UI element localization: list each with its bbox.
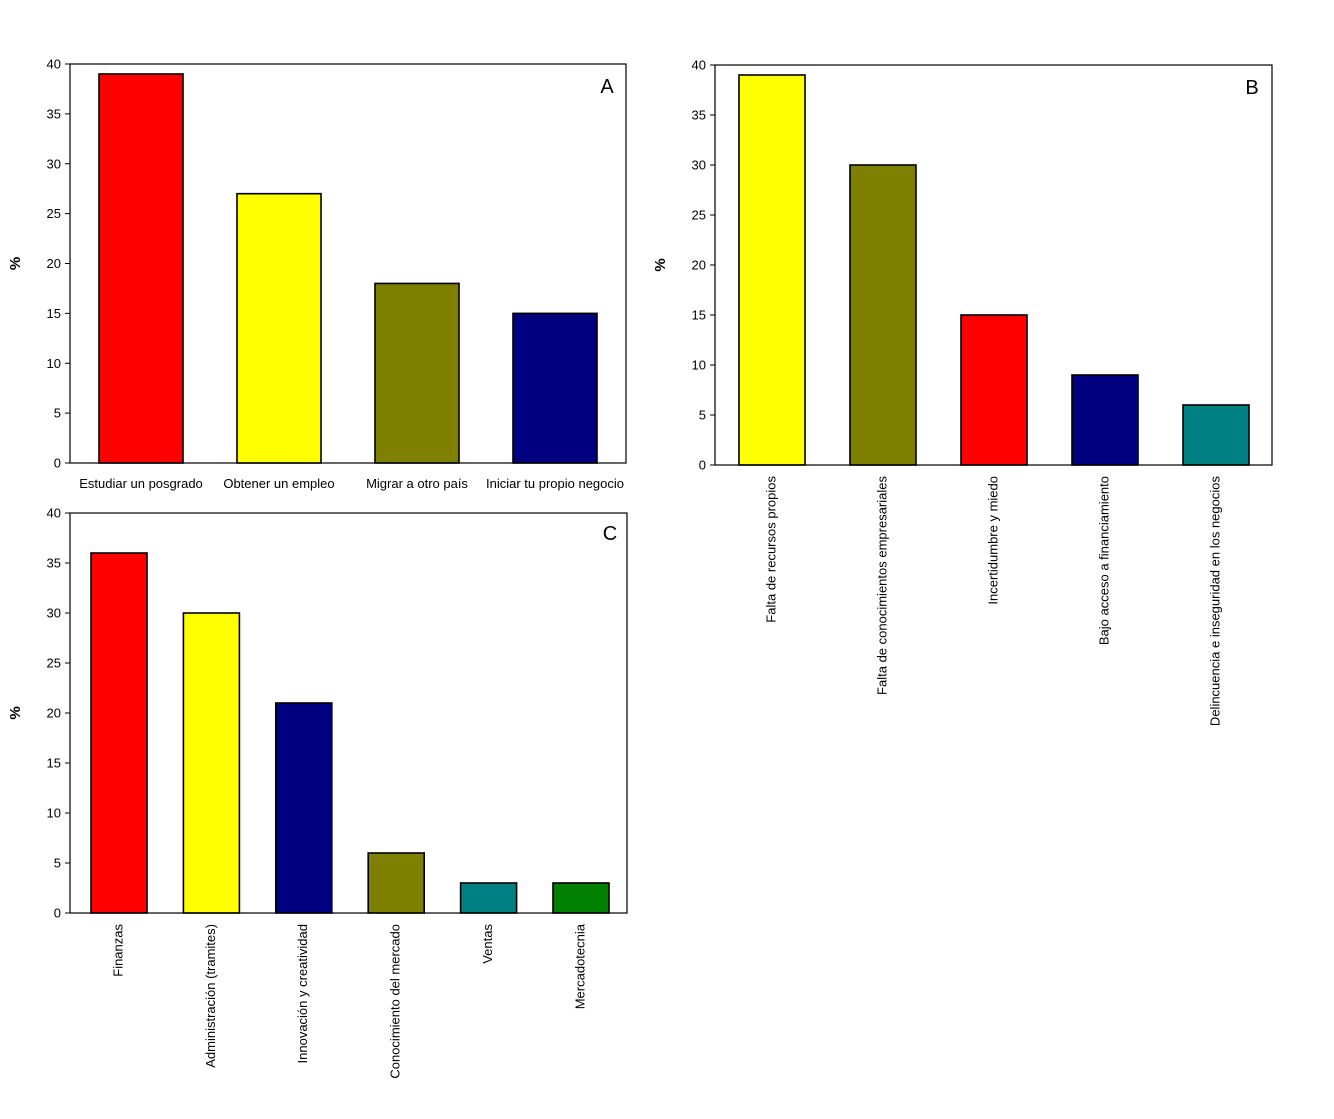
panel-letter: A <box>600 76 614 98</box>
y-tick-label: 30 <box>692 158 706 173</box>
bar-2 <box>182 612 241 914</box>
chart-panel-b: 0 5 10 15 20 25 30 35 40% B Falta de recursos prop… <box>652 58 1273 727</box>
bar-3 <box>960 314 1028 466</box>
x-category-label: Mercadotecnia <box>572 923 587 1009</box>
y-tick-label: 15 <box>47 306 61 321</box>
x-category-label: Ventas <box>480 924 495 964</box>
chart-panel-a: 0 5 10 15 20 25 30 35 40% A Estudiar un posgrado Ob… <box>7 57 627 491</box>
y-axis-label: % <box>7 257 24 270</box>
y-tick-label: 25 <box>47 656 61 671</box>
x-category-label: Iniciar tu propio negocio <box>486 476 624 491</box>
y-tick-label: 40 <box>47 57 61 72</box>
y-tick-label: 0 <box>699 458 706 473</box>
y-tick-label: 40 <box>692 58 706 73</box>
y-tick-label: 20 <box>692 258 706 273</box>
bar-4 <box>367 852 426 914</box>
y-tick-label: 5 <box>54 856 61 871</box>
x-category-label: Falta de conocimientos empresariales <box>874 476 889 695</box>
y-tick-label: 25 <box>47 206 61 221</box>
x-category-label: Innovación y creatividad <box>295 924 310 1063</box>
y-axis-label: % <box>7 706 24 719</box>
x-category-label: Delincuencia e inseguridad en los negoci… <box>1207 476 1222 727</box>
panel-letter: C <box>603 523 617 545</box>
bar-4 <box>512 312 598 464</box>
y-tick-label: 5 <box>699 408 706 423</box>
y-tick-label: 35 <box>692 108 706 123</box>
bar-3 <box>374 282 460 464</box>
bar-1 <box>90 552 148 914</box>
x-category-label: Administración (tramites) <box>203 924 218 1068</box>
panel-letter: B <box>1245 77 1258 99</box>
x-category-label: Conocimiento del mercado <box>388 924 403 1079</box>
bar-2 <box>849 164 917 466</box>
y-tick-label: 5 <box>54 406 61 421</box>
y-tick-label: 0 <box>54 906 61 921</box>
bar-1 <box>738 74 806 466</box>
y-tick-label: 10 <box>692 358 706 373</box>
bar-5 <box>459 882 518 914</box>
x-category-label: Migrar a otro país <box>366 476 468 491</box>
y-tick-label: 10 <box>47 356 61 371</box>
plot-frame <box>69 512 628 914</box>
bar-1 <box>98 73 184 464</box>
bar-4 <box>1071 374 1139 466</box>
y-tick-label: 35 <box>47 106 61 121</box>
y-tick-label: 20 <box>47 706 61 721</box>
x-category-label: Obtener un empleo <box>223 476 334 491</box>
x-category-label: Finanzas <box>110 924 125 977</box>
y-tick-label: 0 <box>54 456 61 471</box>
bar-6 <box>552 882 610 914</box>
bar-2 <box>236 192 322 464</box>
bar-3 <box>274 702 333 914</box>
y-axis-label: % <box>652 258 669 271</box>
y-tick-label: 30 <box>47 606 61 621</box>
bar-5 <box>1182 404 1250 466</box>
y-tick-label: 40 <box>47 506 61 521</box>
y-tick-label: 15 <box>47 756 61 771</box>
x-category-label: Estudiar un posgrado <box>79 476 203 491</box>
y-tick-label: 35 <box>47 556 61 571</box>
y-tick-label: 10 <box>47 806 61 821</box>
x-category-label: Bajo acceso a financiamiento <box>1096 476 1111 645</box>
y-tick-label: 15 <box>692 308 706 323</box>
y-tick-label: 20 <box>47 256 61 271</box>
chart-panel-c: 0 5 10 15 20 25 30 35 40% C Finanzas Administración… <box>7 506 628 1079</box>
x-category-label: Incertidumbre y miedo <box>985 476 1000 605</box>
x-category-label: Falta de recursos propios <box>763 476 778 623</box>
y-tick-label: 25 <box>692 208 706 223</box>
y-tick-label: 30 <box>47 156 61 171</box>
